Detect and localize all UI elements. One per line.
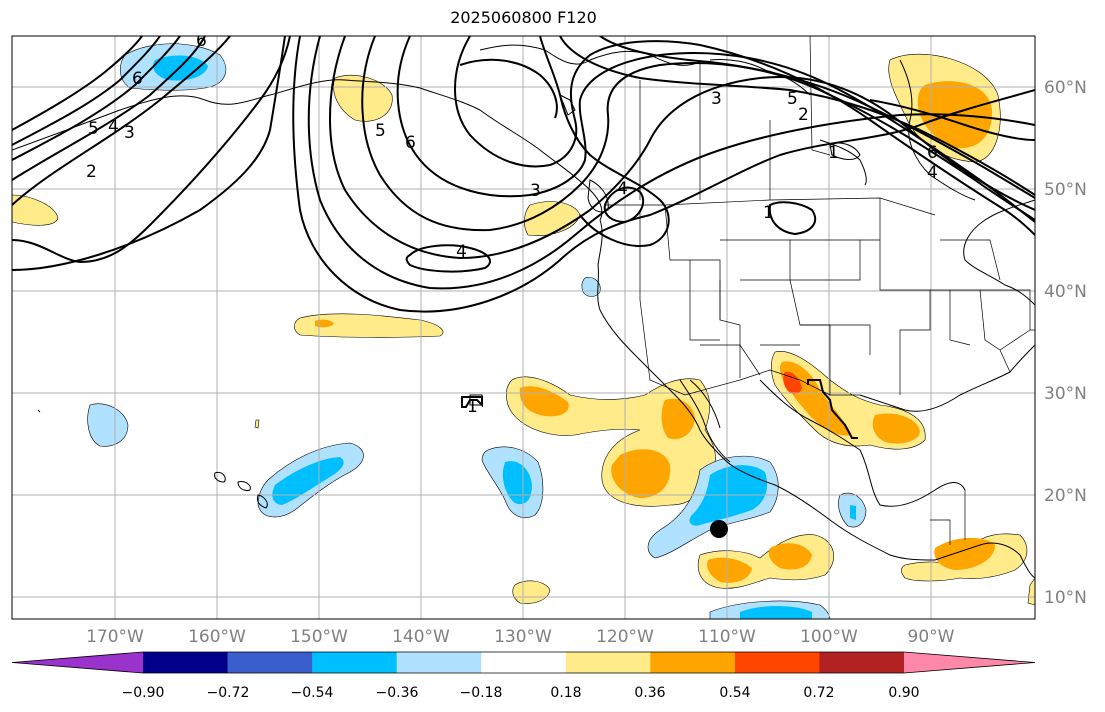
contour-labels: 6 5 4 3 2 6 5 6 3 4 4 3 5 2 6 4 1 1 1 — [86, 31, 938, 417]
colorbar-tick-label: 0.36 — [634, 685, 665, 701]
map-frame — [11, 35, 1036, 620]
colorbar-extension-high — [904, 652, 1035, 673]
positive-anomaly-shading — [12, 53, 1035, 606]
lon-label: 150°W — [290, 627, 348, 647]
colorbar-segments — [11, 651, 1036, 674]
contour-label: 2 — [798, 105, 809, 125]
lat-label: 10°N — [1044, 588, 1087, 608]
contour-label: 5 — [375, 121, 386, 141]
colorbar-tick-label: 0.54 — [719, 685, 750, 701]
contour-label: 6 — [927, 143, 938, 163]
colorbar-segment — [312, 652, 398, 673]
colorbar-tick-labels: −0.90 −0.72 −0.54 −0.36 −0.18 0.18 0.36 … — [122, 685, 920, 701]
lon-label: 170°W — [86, 627, 144, 647]
colorbar-tick-label: 0.90 — [888, 685, 919, 701]
contour-label: 4 — [617, 179, 628, 199]
colorbar-segment — [734, 652, 820, 673]
lat-label: 60°N — [1044, 78, 1087, 98]
colorbar-tick-label: −0.54 — [291, 685, 334, 701]
contour-label: 5 — [88, 119, 99, 139]
contour-label: 2 — [86, 162, 97, 182]
contour-label: 3 — [530, 181, 541, 201]
negative-anomaly-shading — [87, 43, 867, 619]
lon-label: 90°W — [908, 627, 955, 647]
contour-label: 3 — [711, 89, 722, 109]
storm-position-marker — [710, 520, 728, 538]
colorbar-extension-low — [12, 652, 143, 673]
colorbar-tick-label: −0.36 — [376, 685, 419, 701]
map-title: 2025060800 F120 — [450, 8, 597, 27]
contour-label: 1 — [467, 397, 478, 417]
contour-label: 6 — [405, 133, 416, 153]
colorbar-segment — [481, 652, 567, 673]
lon-label: 160°W — [188, 627, 246, 647]
lat-label: 30°N — [1044, 384, 1087, 404]
longitude-labels: 170°W 160°W 150°W 140°W 130°W 120°W 110°… — [86, 627, 955, 647]
lat-label: 50°N — [1044, 180, 1087, 200]
lon-label: 100°W — [800, 627, 858, 647]
contour-label: 5 — [787, 89, 798, 109]
contour-label: 4 — [927, 163, 938, 183]
colorbar-tick-label: 0.72 — [803, 685, 834, 701]
contour-lines — [12, 36, 1035, 439]
colorbar-outline — [11, 651, 1036, 674]
latitude-labels: 60°N 50°N 40°N 30°N 20°N 10°N — [1044, 78, 1087, 608]
contour-label: 1 — [763, 203, 774, 223]
lon-label: 140°W — [392, 627, 450, 647]
colorbar: −0.90 −0.72 −0.54 −0.36 −0.18 0.18 0.36 … — [11, 651, 1036, 701]
colorbar-segment — [819, 652, 905, 673]
lat-label: 40°N — [1044, 282, 1087, 302]
contour-label: 3 — [124, 123, 135, 143]
lat-label: 20°N — [1044, 486, 1087, 506]
colorbar-tick-label: −0.18 — [460, 685, 503, 701]
lon-label: 130°W — [494, 627, 552, 647]
political-borders — [605, 36, 1035, 545]
map-area: 6 5 4 3 2 6 5 6 3 4 4 3 5 2 6 4 1 1 1 — [12, 31, 1035, 619]
colorbar-segment — [396, 652, 482, 673]
colorbar-tick-label: −0.90 — [122, 685, 165, 701]
coastlines — [12, 44, 1035, 579]
colorbar-segment — [227, 652, 313, 673]
colorbar-segment — [143, 652, 229, 673]
colorbar-tick-label: 0.18 — [550, 685, 581, 701]
contour-label: 6 — [196, 31, 207, 51]
colorbar-tick-label: −0.72 — [207, 685, 250, 701]
contour-label: 4 — [108, 117, 119, 137]
colorbar-segment — [565, 652, 651, 673]
lon-label: 110°W — [698, 627, 756, 647]
lon-label: 120°W — [596, 627, 654, 647]
colorbar-segment — [650, 652, 736, 673]
contour-label: 1 — [828, 143, 839, 163]
contour-label: 6 — [132, 69, 143, 89]
contour-label: 4 — [456, 242, 467, 262]
lat-lon-grid — [12, 36, 1035, 619]
